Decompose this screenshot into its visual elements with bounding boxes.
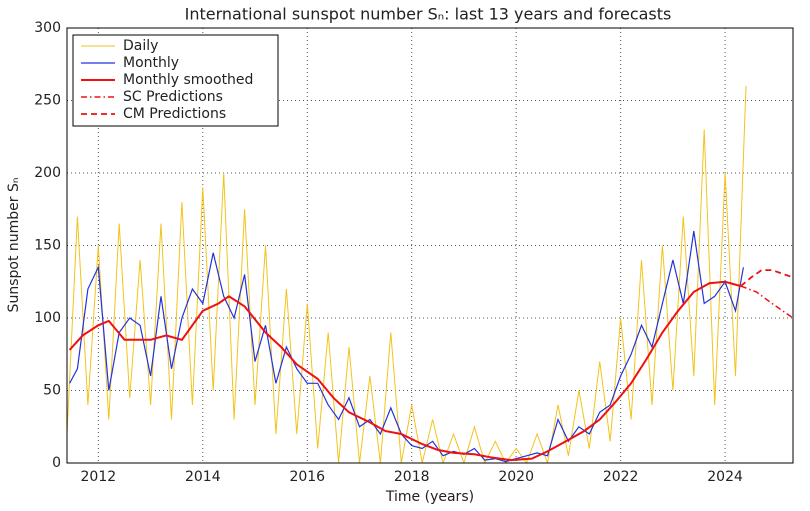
chart-title: International sunspot number Sₙ: last 13… <box>185 5 672 24</box>
x-tick-label: 2016 <box>289 469 325 485</box>
y-tick-label: 100 <box>34 310 61 326</box>
y-tick-label: 250 <box>34 93 61 109</box>
x-tick-label: 2022 <box>603 469 639 485</box>
series-line <box>68 280 742 462</box>
y-tick-label: 300 <box>34 20 61 36</box>
x-tick-label: 2018 <box>394 469 430 485</box>
y-tick-label: 200 <box>34 165 61 181</box>
x-tick-label: 2020 <box>498 469 534 485</box>
legend-label: Monthly smoothed <box>123 72 253 88</box>
x-tick-label: 2012 <box>81 469 117 485</box>
x-axis-label: Time (years) <box>385 489 474 505</box>
x-tick-label: 2014 <box>185 469 221 485</box>
y-axis-label: Sunspot number Sₙ <box>6 178 22 313</box>
series-line <box>69 230 744 463</box>
legend-label: Monthly <box>123 55 179 71</box>
x-tick-label: 2024 <box>707 469 743 485</box>
legend-label: Daily <box>123 38 158 54</box>
legend-label: SC Predictions <box>123 89 223 105</box>
series-line <box>67 85 747 463</box>
y-tick-label: 150 <box>34 238 61 254</box>
legend-label: CM Predictions <box>123 106 226 122</box>
y-tick-label: 50 <box>43 383 61 399</box>
plot-frame <box>66 27 794 464</box>
series-line <box>740 285 793 319</box>
series-line <box>740 269 793 287</box>
y-tick-label: 0 <box>52 455 61 471</box>
